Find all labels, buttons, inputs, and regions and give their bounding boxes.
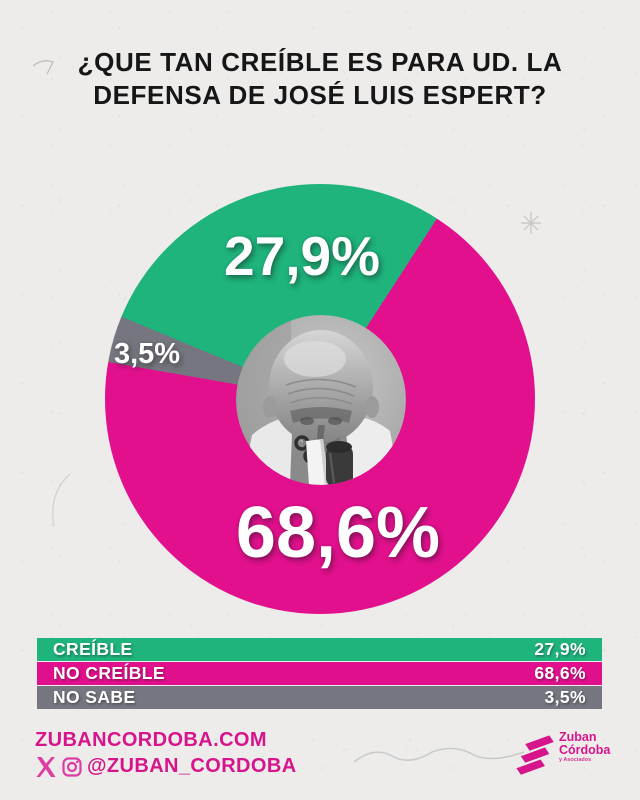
social-line: @ZUBAN_CORDOBA (35, 755, 297, 778)
portrait-illustration (236, 315, 406, 485)
legend-value: 3,5% (544, 687, 586, 707)
pie-label-no-sabe: 3,5% (113, 338, 181, 370)
paper-scribble (353, 747, 525, 763)
zuban-cordoba-logo: Zuban Córdoba y Asociados (512, 731, 610, 777)
page-title-line1: ¿QUE TAN CREÍBLE ES PARA UD. LA (77, 47, 563, 77)
logo-line3: y Asociados (559, 757, 592, 763)
legend-value: 27,9% (534, 639, 586, 659)
legend: CREÍBLE 27,9% NO CREÍBLE 68,6% NO SABE 3… (37, 638, 602, 710)
x-icon[interactable] (35, 756, 57, 778)
page-title-line2: DEFENSA DE JOSÉ LUIS ESPERT? (93, 80, 547, 110)
espert-photo (236, 315, 406, 485)
legend-label: NO SABE (53, 687, 136, 707)
instagram-icon[interactable] (62, 756, 82, 777)
legend-label: NO CREÍBLE (53, 663, 165, 683)
page-title: ¿QUE TAN CREÍBLE ES PARA UD. LA DEFENSA … (0, 46, 640, 112)
legend-label: CREÍBLE (53, 639, 133, 659)
legend-row-no-sabe: NO SABE 3,5% (37, 686, 602, 709)
social-handle[interactable]: @ZUBAN_CORDOBA (87, 755, 297, 777)
logo-line1: Zuban (559, 730, 597, 744)
website-link[interactable]: ZUBANCORDOBA.COM (35, 729, 267, 751)
zuban-logo-text: Zuban Córdoba y Asociados (559, 731, 610, 764)
paper-scribble (52, 473, 71, 527)
legend-row-creible: CREÍBLE 27,9% (37, 638, 602, 661)
zuban-logo-mark (516, 735, 554, 775)
pie-label-no-creible: 68,6% (235, 493, 441, 573)
paper-scribble (521, 212, 541, 234)
legend-value: 68,6% (534, 663, 586, 683)
logo-line2: Córdoba (559, 743, 611, 757)
legend-row-no-creible: NO CREÍBLE 68,6% (37, 662, 602, 685)
pie-label-creible: 27,9% (224, 225, 380, 287)
